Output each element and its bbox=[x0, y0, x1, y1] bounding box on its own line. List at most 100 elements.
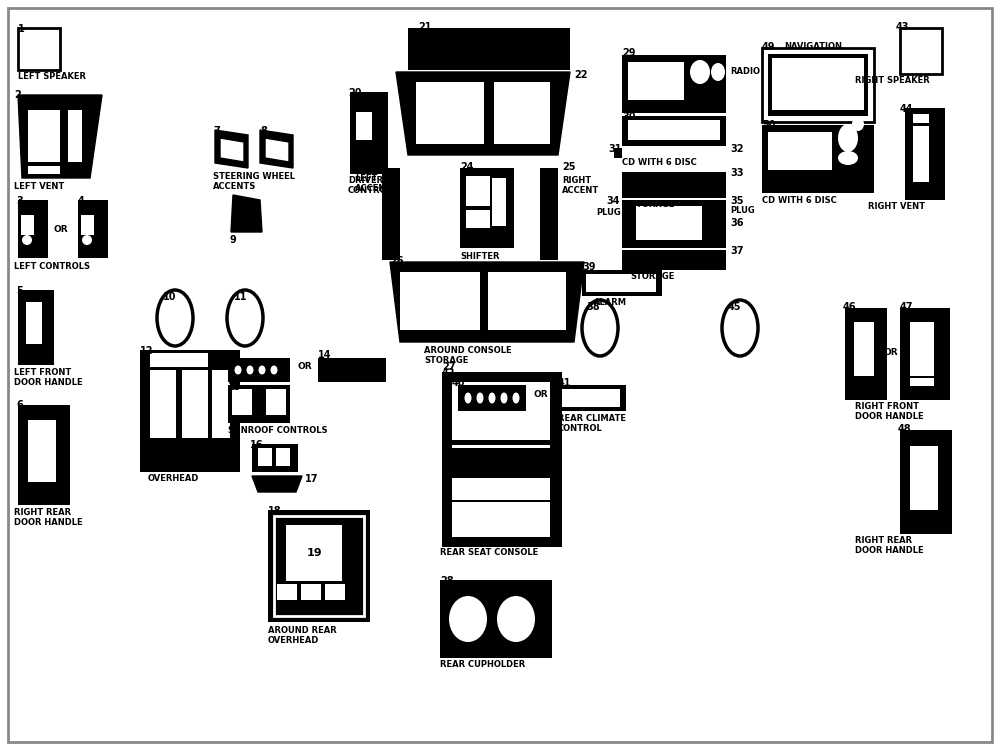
Bar bbox=[442, 372, 562, 547]
Bar bbox=[258, 448, 272, 466]
Text: RIGHT VENT: RIGHT VENT bbox=[868, 202, 925, 211]
Bar bbox=[18, 200, 48, 258]
Ellipse shape bbox=[838, 124, 858, 152]
Bar bbox=[268, 510, 370, 622]
Bar bbox=[301, 584, 321, 600]
Bar bbox=[492, 178, 506, 226]
Text: 16: 16 bbox=[250, 440, 264, 450]
Text: 5: 5 bbox=[16, 286, 23, 296]
Bar bbox=[28, 166, 60, 174]
Ellipse shape bbox=[464, 392, 472, 404]
Text: DOOR HANDLE: DOOR HANDLE bbox=[14, 518, 83, 527]
Bar bbox=[325, 584, 345, 600]
Bar bbox=[266, 389, 286, 415]
Bar bbox=[905, 108, 945, 200]
Bar bbox=[150, 370, 176, 438]
Bar bbox=[276, 448, 290, 466]
Text: 43: 43 bbox=[896, 22, 910, 32]
Bar bbox=[356, 112, 372, 140]
Text: REAR POWER CAP: REAR POWER CAP bbox=[442, 448, 526, 457]
Text: 32: 32 bbox=[730, 144, 744, 154]
Text: 1: 1 bbox=[18, 24, 25, 34]
Bar bbox=[81, 215, 94, 235]
Polygon shape bbox=[252, 476, 302, 492]
Ellipse shape bbox=[711, 63, 725, 81]
Ellipse shape bbox=[838, 151, 858, 165]
Text: OR: OR bbox=[298, 362, 313, 371]
Text: 22: 22 bbox=[574, 70, 588, 80]
Text: 44: 44 bbox=[900, 104, 914, 114]
Polygon shape bbox=[231, 195, 262, 232]
Text: DOOR HANDLE: DOOR HANDLE bbox=[855, 412, 924, 421]
Text: CD WITH 6 DISC: CD WITH 6 DISC bbox=[622, 158, 697, 167]
Bar bbox=[913, 114, 929, 123]
Ellipse shape bbox=[258, 365, 266, 374]
Bar bbox=[762, 48, 874, 122]
Text: 6: 6 bbox=[16, 400, 23, 410]
Text: DOOR HANDLE: DOOR HANDLE bbox=[855, 546, 924, 555]
Bar bbox=[140, 350, 240, 472]
Bar bbox=[277, 584, 297, 600]
Bar bbox=[466, 210, 490, 228]
Text: REAR SEAT CONSOLE: REAR SEAT CONSOLE bbox=[440, 548, 538, 557]
Bar bbox=[622, 250, 726, 270]
Text: PLUG: PLUG bbox=[596, 208, 621, 217]
Bar bbox=[18, 290, 54, 365]
Text: 48: 48 bbox=[898, 424, 912, 434]
Bar bbox=[416, 82, 484, 144]
Text: 34: 34 bbox=[606, 196, 620, 206]
Bar bbox=[562, 389, 620, 407]
Text: NAVIGATION: NAVIGATION bbox=[784, 42, 842, 51]
Text: PLUG: PLUG bbox=[730, 206, 755, 215]
Ellipse shape bbox=[582, 300, 618, 356]
Bar bbox=[628, 120, 720, 140]
Text: RIGHT REAR: RIGHT REAR bbox=[855, 536, 912, 545]
Text: LEFT SPEAKER: LEFT SPEAKER bbox=[18, 72, 86, 81]
Text: SUNROOF CONTROLS: SUNROOF CONTROLS bbox=[228, 426, 328, 435]
Text: 9: 9 bbox=[230, 235, 237, 245]
Text: 4: 4 bbox=[78, 196, 85, 206]
Text: LEFT: LEFT bbox=[355, 174, 377, 183]
Text: LEFT CONTROLS: LEFT CONTROLS bbox=[14, 262, 90, 271]
Text: 11: 11 bbox=[234, 292, 248, 302]
Text: 50: 50 bbox=[762, 120, 776, 130]
Bar bbox=[460, 168, 514, 248]
Bar bbox=[768, 54, 868, 116]
Text: 2: 2 bbox=[14, 90, 21, 100]
Bar bbox=[232, 389, 252, 415]
Text: 20: 20 bbox=[348, 88, 362, 98]
Text: 40: 40 bbox=[452, 378, 466, 388]
Bar bbox=[458, 385, 526, 411]
Bar bbox=[622, 172, 726, 198]
Text: 33: 33 bbox=[730, 168, 744, 178]
Bar bbox=[900, 308, 950, 400]
Bar bbox=[845, 308, 887, 400]
Text: CONTROL: CONTROL bbox=[558, 424, 603, 433]
Text: 42: 42 bbox=[442, 368, 456, 378]
Bar bbox=[488, 272, 566, 330]
Bar bbox=[400, 272, 480, 330]
Text: 21: 21 bbox=[418, 22, 432, 32]
Text: LEFT FRONT: LEFT FRONT bbox=[14, 368, 71, 377]
Text: STORAGE: STORAGE bbox=[630, 272, 674, 281]
Bar bbox=[614, 148, 622, 158]
Text: CD WITH 6 DISC: CD WITH 6 DISC bbox=[762, 196, 837, 205]
Text: AROUND CONSOLE: AROUND CONSOLE bbox=[424, 346, 512, 355]
Bar bbox=[910, 322, 934, 376]
Bar bbox=[440, 580, 552, 658]
Bar bbox=[350, 92, 388, 174]
Text: LEFT VENT: LEFT VENT bbox=[14, 182, 64, 191]
Text: 15: 15 bbox=[228, 382, 242, 392]
Text: 14: 14 bbox=[318, 350, 332, 360]
Text: 41: 41 bbox=[558, 378, 572, 388]
Text: RIGHT: RIGHT bbox=[562, 176, 591, 185]
Bar bbox=[466, 176, 490, 206]
Bar bbox=[68, 110, 82, 162]
Bar bbox=[382, 168, 400, 260]
Ellipse shape bbox=[234, 365, 242, 374]
Text: 28: 28 bbox=[440, 576, 454, 586]
Ellipse shape bbox=[497, 596, 535, 642]
Text: STORAGE: STORAGE bbox=[424, 356, 468, 365]
Ellipse shape bbox=[501, 392, 508, 404]
Ellipse shape bbox=[852, 117, 864, 131]
